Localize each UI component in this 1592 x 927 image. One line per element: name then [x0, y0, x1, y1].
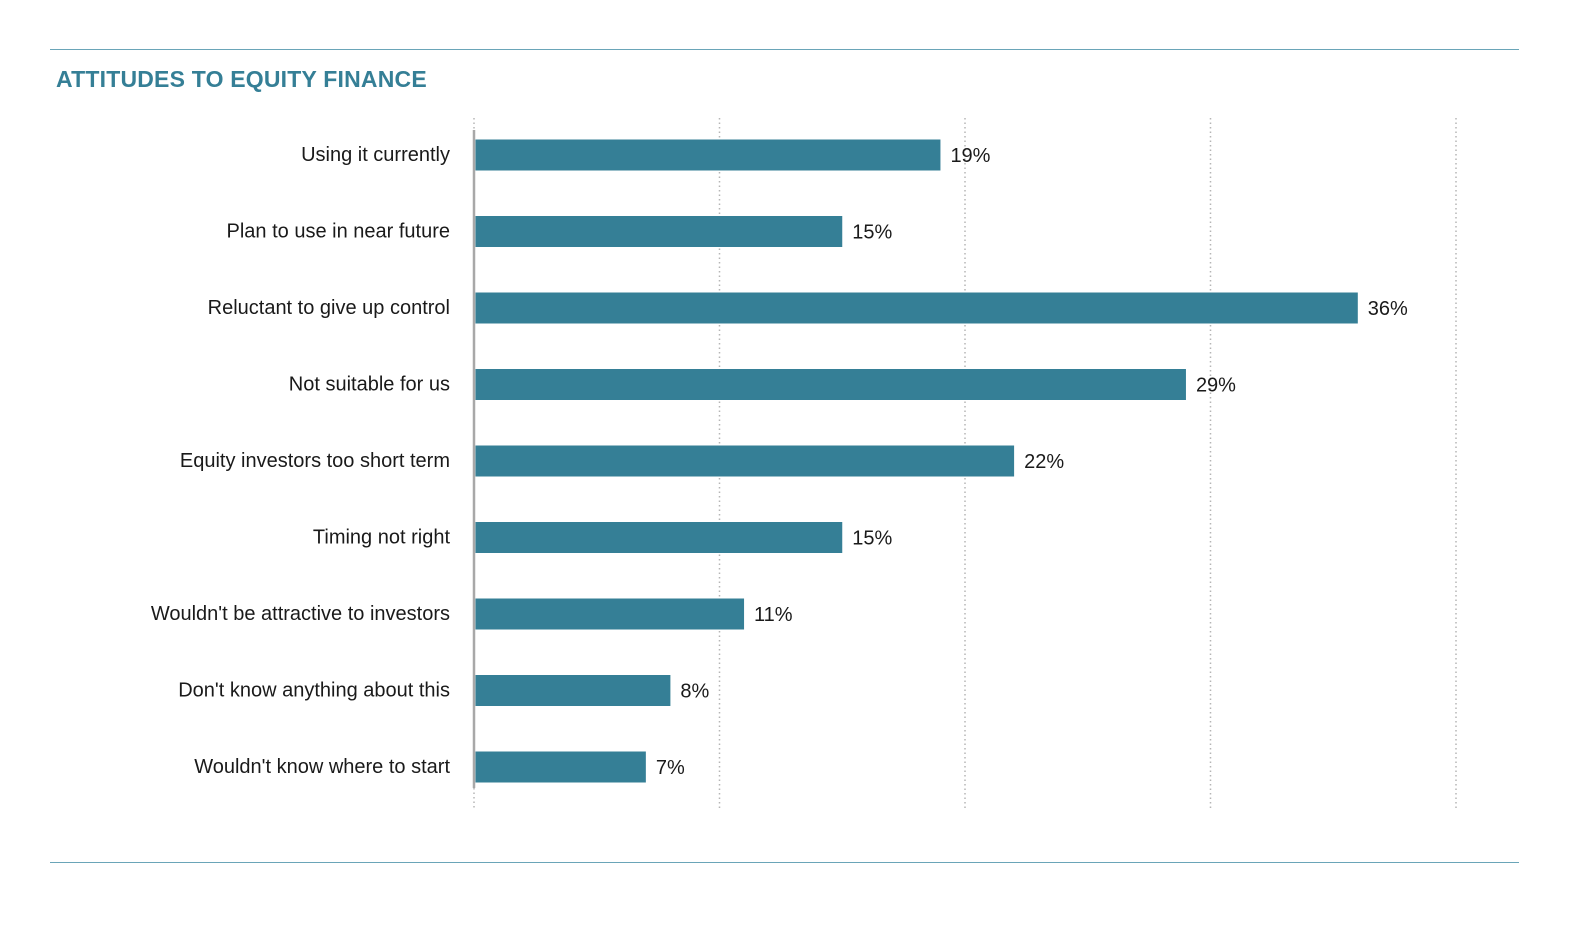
chart-title: ATTITUDES TO EQUITY FINANCE	[56, 66, 427, 92]
bottom-rule	[50, 862, 1519, 863]
value-label: 8%	[680, 681, 709, 703]
value-label: 22%	[1024, 451, 1064, 473]
bar	[475, 216, 843, 247]
value-label: 7%	[656, 757, 685, 779]
value-label: 19%	[950, 145, 990, 167]
category-label: Don't know anything about this	[178, 680, 450, 702]
value-labels: 19% 15% 36% 29% 22% 15% 11% 8% 7%	[656, 145, 1408, 779]
value-label: 29%	[1196, 375, 1236, 397]
category-labels: Using it currently Plan to use in near fu…	[151, 144, 451, 778]
bar	[475, 751, 646, 783]
bar	[475, 292, 1358, 324]
value-label: 36%	[1368, 298, 1408, 320]
bars	[475, 139, 1358, 783]
category-label: Using it currently	[301, 144, 450, 166]
category-label: Equity investors too short term	[180, 450, 450, 472]
category-label: Timing not right	[313, 527, 451, 549]
bar	[475, 139, 941, 171]
bar	[475, 522, 843, 553]
category-label: Reluctant to give up control	[208, 297, 450, 319]
value-label: 11%	[754, 604, 793, 626]
bar	[475, 369, 1186, 400]
gridlines	[473, 118, 1457, 808]
bar	[475, 675, 671, 706]
value-label: 15%	[852, 222, 892, 244]
top-rule	[50, 49, 1519, 50]
bar	[475, 598, 745, 630]
category-label: Wouldn't be attractive to investors	[151, 603, 450, 625]
category-label: Wouldn't know where to start	[194, 756, 450, 778]
bar	[475, 445, 1015, 477]
category-label: Not suitable for us	[289, 374, 450, 396]
category-label: Plan to use in near future	[227, 221, 450, 243]
value-label: 15%	[852, 528, 892, 550]
